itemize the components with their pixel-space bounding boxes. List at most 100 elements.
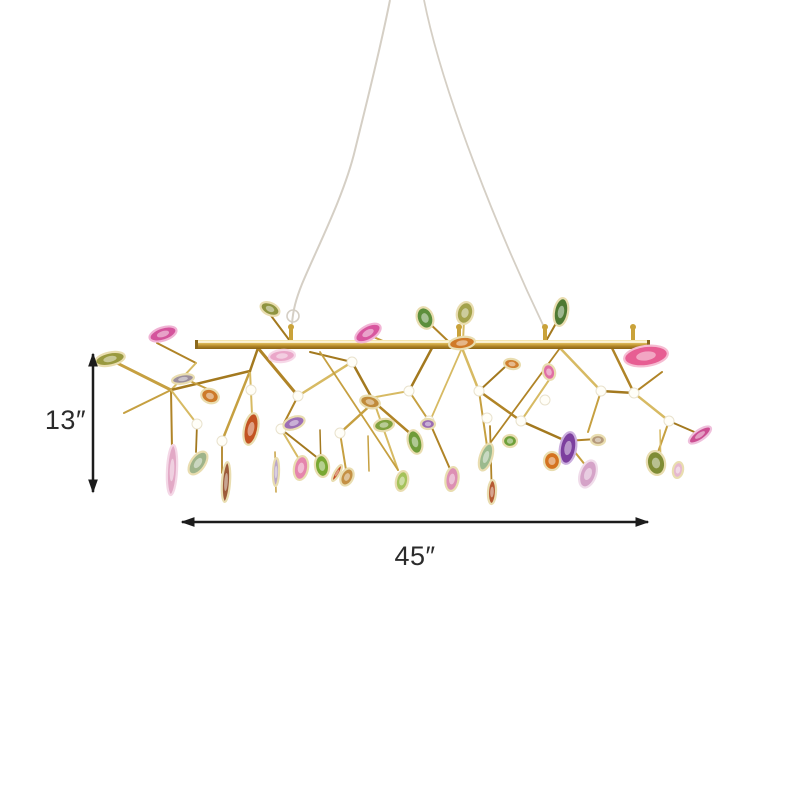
bulb bbox=[515, 415, 527, 427]
agate-core bbox=[334, 469, 340, 477]
bar-connector-ball bbox=[456, 324, 462, 330]
bulb bbox=[191, 418, 203, 430]
bar-connector-stub bbox=[631, 328, 635, 340]
agate-slice bbox=[501, 433, 519, 449]
agate-slice bbox=[220, 460, 232, 504]
bar-connector-ball bbox=[288, 324, 294, 330]
agate-core bbox=[265, 305, 275, 313]
branch-segment bbox=[156, 342, 197, 364]
branch-segment bbox=[170, 389, 173, 450]
branch-segment bbox=[280, 428, 320, 460]
bulb bbox=[473, 385, 485, 397]
height-dimension-label: 13″ bbox=[44, 405, 86, 435]
agate-slice bbox=[558, 431, 578, 465]
agate-core bbox=[289, 419, 299, 427]
agate-core bbox=[103, 355, 117, 363]
agate-core bbox=[318, 461, 326, 471]
agate-slice bbox=[447, 335, 477, 351]
agate-slice bbox=[645, 450, 667, 476]
agate-slice bbox=[187, 450, 209, 476]
agate-slice bbox=[313, 453, 331, 479]
agate-slice bbox=[148, 325, 178, 343]
agate-core bbox=[424, 421, 432, 427]
branch-segment bbox=[170, 389, 198, 425]
agate-slice bbox=[687, 425, 713, 445]
bulb bbox=[663, 415, 675, 427]
bulb bbox=[595, 385, 607, 397]
agate-slice bbox=[455, 301, 475, 325]
agate-core bbox=[421, 313, 429, 323]
agate-slice bbox=[171, 373, 195, 385]
branch-segment bbox=[372, 400, 414, 437]
branch-segment bbox=[296, 360, 354, 398]
bar-endcap-right bbox=[647, 340, 650, 349]
branch-segment bbox=[339, 432, 347, 471]
agate-leaves bbox=[94, 297, 713, 506]
agate-core bbox=[399, 476, 405, 486]
bulb bbox=[481, 412, 493, 424]
bulb bbox=[216, 435, 228, 447]
agate-core bbox=[274, 465, 278, 479]
cord bbox=[423, 0, 545, 328]
agate-core bbox=[594, 437, 602, 443]
agate-slice bbox=[292, 455, 310, 481]
agate-slice bbox=[242, 412, 260, 446]
agate-core bbox=[490, 486, 494, 498]
agate-slice bbox=[271, 456, 281, 488]
agate-core bbox=[156, 330, 170, 338]
agate-core bbox=[546, 368, 552, 376]
branch-segment bbox=[220, 369, 252, 443]
bar-connector-stub bbox=[457, 328, 461, 340]
branch-segment bbox=[248, 346, 260, 373]
agate-slice bbox=[359, 394, 381, 410]
agate-core bbox=[206, 392, 214, 400]
agate-core bbox=[482, 450, 490, 464]
bulb bbox=[245, 384, 257, 396]
bulb bbox=[539, 394, 551, 406]
branch-segment bbox=[309, 351, 353, 363]
branch-segment bbox=[256, 346, 300, 398]
branch-segment bbox=[369, 390, 410, 399]
cord bbox=[291, 0, 391, 325]
branch-segment bbox=[478, 365, 507, 392]
branch-segment bbox=[373, 401, 399, 471]
agate-slice bbox=[200, 387, 220, 405]
branch-segment bbox=[408, 390, 430, 422]
agate-core bbox=[411, 436, 419, 448]
agate-slice bbox=[339, 467, 355, 487]
agate-core bbox=[362, 328, 374, 338]
agate-slice bbox=[552, 297, 570, 327]
agate-slice bbox=[419, 417, 437, 431]
agate-slice bbox=[259, 301, 281, 317]
agate-core bbox=[675, 466, 681, 474]
bar-connector-ball bbox=[630, 324, 636, 330]
agate-core bbox=[564, 440, 572, 456]
agate-slice bbox=[477, 442, 495, 472]
agate-core bbox=[344, 473, 350, 481]
agate-slice bbox=[372, 417, 396, 433]
agate-core bbox=[583, 467, 593, 481]
branch-segment bbox=[599, 389, 636, 395]
agate-core bbox=[193, 457, 203, 469]
branch-segment bbox=[268, 312, 291, 342]
agate-slice bbox=[406, 429, 424, 455]
branch-twigs bbox=[111, 312, 700, 501]
branch-segment bbox=[610, 346, 636, 395]
agate-core bbox=[695, 431, 705, 439]
agate-slice bbox=[394, 470, 410, 492]
branch-segment bbox=[123, 389, 172, 414]
agate-core bbox=[178, 376, 188, 382]
agate-core bbox=[379, 422, 389, 428]
agate-core bbox=[557, 305, 565, 319]
bulb bbox=[334, 427, 346, 439]
branch-segment bbox=[558, 346, 603, 393]
agate-core bbox=[506, 438, 514, 444]
width-dimension-label: 45″ bbox=[394, 541, 436, 571]
branch-segment bbox=[169, 369, 252, 392]
agate-core bbox=[169, 458, 175, 482]
bar-highlight bbox=[197, 341, 648, 343]
agate-slice bbox=[415, 306, 435, 330]
bulb bbox=[403, 385, 415, 397]
bar-connector-stub bbox=[543, 328, 547, 340]
